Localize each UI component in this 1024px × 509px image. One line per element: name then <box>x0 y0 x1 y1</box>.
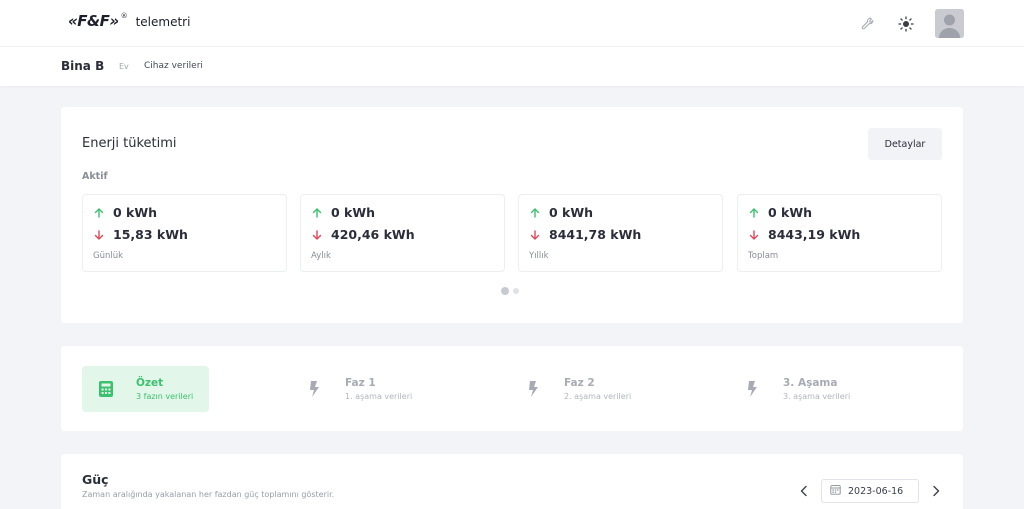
arrow-up-icon <box>93 207 105 219</box>
tab-sublabel: 3. aşama verileri <box>783 392 851 401</box>
stat-row-up: 0 kWh <box>93 205 157 220</box>
energy-card: Enerji tüketimi Detaylar Aktif 0 kWh 15,… <box>61 107 963 323</box>
lightning-icon <box>305 379 325 399</box>
sun-icon[interactable] <box>897 15 915 33</box>
logo-registered: ® <box>120 12 128 20</box>
tab-sublabel: 2. aşama verileri <box>564 392 632 401</box>
arrow-down-icon <box>529 229 541 241</box>
stat-row-up: 0 kWh <box>748 205 812 220</box>
stat-value-down: 420,46 kWh <box>331 227 415 242</box>
stat-value-down: 15,83 kWh <box>113 227 188 242</box>
stat-label: Toplam <box>748 251 779 261</box>
stat-card-daily: 0 kWh 15,83 kWh Günlük <box>82 194 287 272</box>
page-title: Bina B <box>61 59 105 73</box>
wrench-icon[interactable] <box>859 15 877 33</box>
tab-label: 3. Aşama <box>783 377 838 389</box>
stat-row-down: 8441,78 kWh <box>529 227 641 242</box>
calendar-icon <box>830 484 841 498</box>
stat-row-down: 15,83 kWh <box>93 227 188 242</box>
logo-text: telemetri <box>135 15 191 29</box>
date-value: 2023-06-16 <box>848 485 904 497</box>
power-title: Güç <box>82 472 109 487</box>
stat-label: Günlük <box>93 251 124 261</box>
arrow-up-icon <box>748 207 760 219</box>
date-picker[interactable]: 2023-06-16 <box>821 479 919 503</box>
tab-phase-1[interactable]: Faz 1 1. aşama verileri <box>291 366 451 412</box>
stat-card-monthly: 0 kWh 420,46 kWh Aylık <box>300 194 505 272</box>
stat-value-up: 0 kWh <box>768 205 813 220</box>
chevron-right-icon[interactable] <box>929 484 943 498</box>
logo-mark: «F&F» <box>68 12 119 30</box>
stat-value-up: 0 kWh <box>549 205 594 220</box>
lightning-icon <box>743 379 763 399</box>
energy-title: Enerji tüketimi <box>82 136 177 151</box>
arrow-up-icon <box>311 207 323 219</box>
stat-value-down: 8441,78 kWh <box>549 227 642 242</box>
stat-row-up: 0 kWh <box>529 205 593 220</box>
power-subtitle: Zaman aralığında yakalanan her fazdan gü… <box>82 490 335 499</box>
top-bar: «F&F» ® telemetri <box>0 0 1024 47</box>
calculator-icon <box>96 379 116 399</box>
stat-card-total: 0 kWh 8443,19 kWh Toplam <box>737 194 942 272</box>
stat-row-down: 8443,19 kWh <box>748 227 860 242</box>
tab-phase-3[interactable]: 3. Aşama 3. aşama verileri <box>729 366 889 412</box>
pagination-dot[interactable] <box>513 288 519 294</box>
tab-text: Özet 3 fazın verileri <box>136 377 193 401</box>
power-card: Güç Zaman aralığında yakalanan her fazda… <box>61 454 963 509</box>
tab-text: 3. Aşama 3. aşama verileri <box>783 377 850 401</box>
breadcrumb-item-ev[interactable]: Ev <box>119 62 129 71</box>
avatar[interactable] <box>935 9 964 38</box>
breadcrumb-item-device-data[interactable]: Cihaz verileri <box>144 61 203 71</box>
tab-text: Faz 1 1. aşama verileri <box>345 377 412 401</box>
details-button[interactable]: Detaylar <box>868 128 942 160</box>
chevron-left-icon[interactable] <box>797 484 811 498</box>
stat-value-down: 8443,19 kWh <box>768 227 861 242</box>
phase-tabs-card: Özet 3 fazın verileri Faz 1 1. aşama ver… <box>61 346 963 431</box>
tab-label: Faz 2 <box>564 377 595 389</box>
stat-card-yearly: 0 kWh 8441,78 kWh Yıllık <box>518 194 723 272</box>
stat-value-up: 0 kWh <box>331 205 376 220</box>
lightning-icon <box>524 379 544 399</box>
arrow-up-icon <box>529 207 541 219</box>
date-navigator: 2023-06-16 <box>797 479 943 503</box>
stat-label: Aylık <box>311 251 331 261</box>
tab-label: Özet <box>136 377 164 389</box>
tab-sublabel: 3 fazın verileri <box>136 392 194 401</box>
arrow-down-icon <box>748 229 760 241</box>
arrow-down-icon <box>311 229 323 241</box>
stat-row-up: 0 kWh <box>311 205 375 220</box>
tab-phase-2[interactable]: Faz 2 2. aşama verileri <box>510 366 670 412</box>
logo[interactable]: «F&F» ® telemetri <box>68 12 190 30</box>
tab-label: Faz 1 <box>345 377 376 389</box>
tab-text: Faz 2 2. aşama verileri <box>564 377 631 401</box>
pagination-dot-active[interactable] <box>501 287 509 295</box>
tab-summary[interactable]: Özet 3 fazın verileri <box>82 366 209 412</box>
carousel-pagination <box>501 287 519 295</box>
arrow-down-icon <box>93 229 105 241</box>
stat-label: Yıllık <box>529 251 549 261</box>
stat-row-down: 420,46 kWh <box>311 227 415 242</box>
top-icons <box>859 9 964 38</box>
active-label: Aktif <box>82 171 108 182</box>
tab-sublabel: 1. aşama verileri <box>345 392 413 401</box>
stat-value-up: 0 kWh <box>113 205 158 220</box>
breadcrumb: Bina B Ev Cihaz verileri <box>0 47 1024 86</box>
